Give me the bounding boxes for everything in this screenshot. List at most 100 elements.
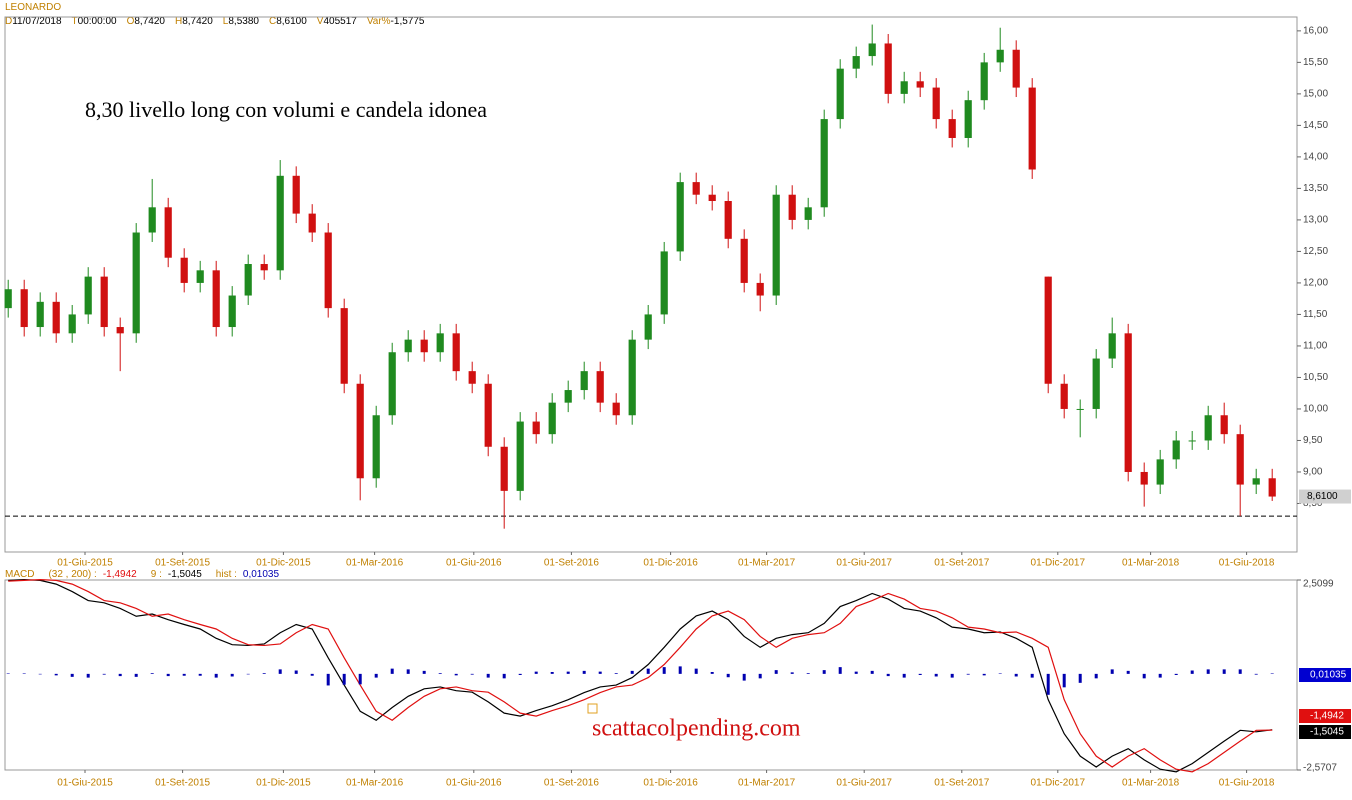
- hist-bar: [1014, 673, 1018, 677]
- hist-bar: [86, 673, 90, 678]
- panel-frame: [4, 16, 1298, 553]
- hist-bar: [982, 673, 986, 676]
- hist-bar: [102, 673, 106, 675]
- hist-bar: [310, 673, 314, 676]
- hist-bar: [502, 673, 506, 679]
- hist-bar: [630, 670, 634, 674]
- candle-body: [324, 232, 332, 309]
- watermark: scattacolpending.com: [592, 716, 801, 742]
- candle-body: [1124, 333, 1132, 472]
- hist-bar: [1142, 673, 1146, 679]
- candle-body: [724, 201, 732, 239]
- hist-bar: [166, 673, 170, 677]
- x-tick-label: 01-Set-2015: [155, 558, 210, 569]
- hist-bar: [758, 673, 762, 679]
- hist-bar: [534, 671, 538, 674]
- x-tick-label: 01-Set-2016: [544, 558, 599, 569]
- y-tick-label: 13,50: [1303, 183, 1328, 194]
- hist-bar: [998, 673, 1002, 674]
- candle-body: [804, 207, 812, 220]
- candle-body: [660, 251, 668, 315]
- hist-bar: [1094, 673, 1098, 679]
- x-tick-label: 01-Giu-2018: [1219, 558, 1275, 569]
- hist-bar: [790, 672, 794, 674]
- hist-bar: [726, 673, 730, 678]
- candle-body: [84, 276, 92, 315]
- field-key: T: [71, 16, 78, 27]
- candle-body: [276, 175, 284, 271]
- candle-body: [228, 295, 236, 328]
- hist-bar: [70, 673, 74, 677]
- hist-bar: [950, 673, 954, 678]
- x-tick-label: 01-Mar-2018: [1122, 558, 1180, 569]
- candle-body: [788, 194, 796, 220]
- candle-body: [996, 49, 1004, 63]
- y-tick-label: 13,00: [1303, 215, 1328, 226]
- hist-bar: [486, 673, 490, 678]
- candle-body: [148, 207, 156, 233]
- hist-bar: [598, 671, 602, 674]
- x-tick-label: 01-Giu-2016: [446, 778, 502, 789]
- candle-body: [452, 333, 460, 372]
- candle-body: [292, 175, 300, 214]
- hist-bar: [118, 673, 122, 677]
- hist-bar: [454, 673, 458, 676]
- candle-body: [196, 270, 204, 283]
- candle-body: [1060, 383, 1068, 409]
- hist-bar: [470, 673, 474, 675]
- hist-bar: [374, 673, 378, 678]
- hist-bar: [438, 673, 442, 674]
- candle-body: [612, 402, 620, 416]
- hist-bar: [150, 673, 154, 674]
- hist-bar: [662, 667, 666, 674]
- y-tick-label: -2,5707: [1303, 763, 1337, 774]
- candle-body: [852, 56, 860, 69]
- candle-body: [628, 339, 636, 416]
- candle-body: [308, 213, 316, 233]
- hist-bar: [422, 670, 426, 674]
- hist-bar: [358, 673, 362, 685]
- hist-bar: [134, 673, 138, 677]
- hist-bar: [550, 671, 554, 674]
- value-box-label: -1,4942: [1310, 711, 1344, 722]
- candle-body: [532, 421, 540, 435]
- hist-bar: [886, 673, 890, 677]
- x-tick-label: 01-Mar-2018: [1122, 778, 1180, 789]
- field-key: C: [268, 16, 277, 27]
- x-tick-label: 01-Mar-2016: [346, 778, 404, 789]
- field-value: 00:00:00: [77, 16, 117, 27]
- hist-bar: [1206, 669, 1210, 674]
- candle-body: [948, 119, 956, 138]
- hist-bar: [582, 670, 586, 674]
- header-symbol-row: LEONARDO: [5, 2, 61, 13]
- macd-line: [8, 579, 1273, 773]
- candle-body: [436, 333, 444, 353]
- candle-body: [132, 232, 140, 334]
- x-tick-label: 01-Giu-2016: [446, 558, 502, 569]
- candle-body: [1172, 440, 1180, 460]
- hist-bar: [566, 671, 570, 674]
- header-fields: D 11/07/2018 T 00:00:00 O 8,7420 H 8,7420 L 8,538…: [5, 16, 434, 27]
- x-tick-label: 01-Giu-2015: [57, 778, 113, 789]
- y-tick-label: 10,50: [1303, 372, 1328, 383]
- macd-line: [8, 579, 1273, 773]
- y-tick-label: 9,00: [1303, 467, 1323, 478]
- candle-body: [548, 402, 556, 435]
- candle-body: [372, 415, 380, 479]
- hist-bar: [214, 673, 218, 678]
- hist-bar: [1158, 673, 1162, 678]
- y-tick-label: 14,00: [1303, 152, 1328, 163]
- candle-body: [740, 238, 748, 283]
- y-tick-label: 14,50: [1303, 120, 1328, 131]
- hist-bar: [694, 668, 698, 674]
- hist-bar: [854, 671, 858, 674]
- candle-body: [212, 270, 220, 328]
- y-tick-label: 12,50: [1303, 246, 1328, 257]
- hist-bar: [614, 673, 618, 674]
- field-value: 8,7420: [182, 16, 213, 27]
- hist-bar: [1222, 669, 1226, 674]
- candle-body: [100, 276, 108, 328]
- candle-body: [116, 327, 124, 334]
- series-value-label: -1,5045: [167, 569, 202, 580]
- candle-body: [580, 371, 588, 391]
